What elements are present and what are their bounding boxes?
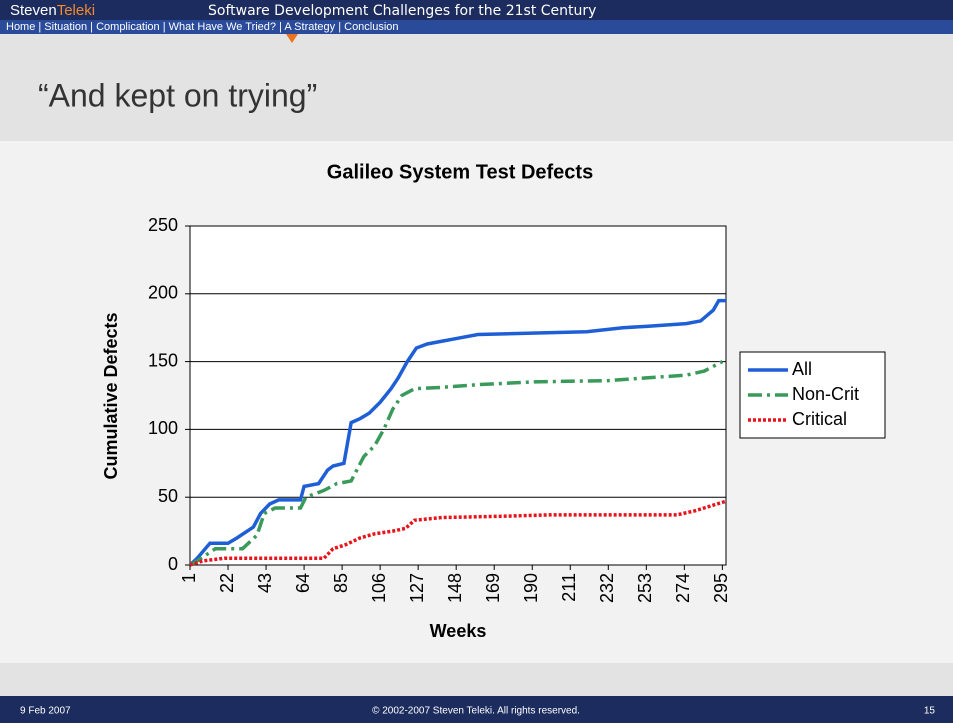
y-axis-label: Cumulative Defects (101, 312, 121, 479)
slide-title: “And kept on trying” (38, 77, 317, 113)
nav-marker (286, 34, 298, 43)
brand-first: Steven (10, 2, 57, 19)
y-tick-label: 200 (148, 283, 178, 303)
y-tick-label: 50 (158, 486, 178, 506)
legend-label: Non-Crit (792, 384, 859, 404)
title-band (0, 34, 953, 141)
x-tick-label: 232 (597, 573, 617, 603)
x-tick-label: 190 (521, 573, 541, 603)
x-tick-label: 253 (635, 573, 655, 603)
brand: StevenTeleki (10, 2, 95, 19)
x-tick-label: 211 (559, 573, 579, 602)
x-tick-label: 169 (483, 573, 503, 603)
x-tick-label: 148 (445, 573, 465, 603)
nav[interactable]: Home | Situation | Complication | What H… (6, 21, 399, 33)
x-tick-label: 22 (217, 573, 237, 593)
footer-band (0, 663, 953, 696)
x-tick-label: 274 (673, 573, 693, 603)
x-axis-label: Weeks (430, 621, 487, 641)
footer-copyright: © 2002-2007 Steven Teleki. All rights re… (372, 706, 580, 717)
x-tick-label: 43 (255, 573, 275, 593)
series-line (189, 499, 727, 567)
tagline: Software Development Challenges for the … (208, 3, 596, 19)
legend-label: Critical (792, 409, 847, 429)
chart-title: Galileo System Test Defects (327, 161, 593, 183)
series-line (188, 298, 726, 567)
y-tick-label: 150 (148, 350, 178, 370)
legend (739, 351, 886, 439)
y-tick-label: 0 (168, 554, 178, 574)
header-bar (0, 0, 953, 20)
series-line (189, 360, 724, 567)
x-tick-label: 1 (179, 573, 199, 583)
legend-label: All (792, 359, 812, 379)
footer-bar (0, 696, 953, 723)
footer-page: 15 (924, 706, 936, 717)
x-tick-label: 64 (293, 573, 313, 593)
y-tick-label: 100 (148, 418, 178, 438)
footer-date: 9 Feb 2007 (20, 706, 71, 717)
x-tick-label: 127 (407, 573, 427, 603)
brand-second: Teleki (57, 2, 95, 19)
x-tick-label: 85 (331, 573, 351, 593)
x-tick-label: 295 (711, 573, 731, 603)
x-tick-label: 106 (369, 573, 389, 603)
y-tick-label: 250 (148, 215, 178, 235)
nav-bar (0, 20, 953, 34)
